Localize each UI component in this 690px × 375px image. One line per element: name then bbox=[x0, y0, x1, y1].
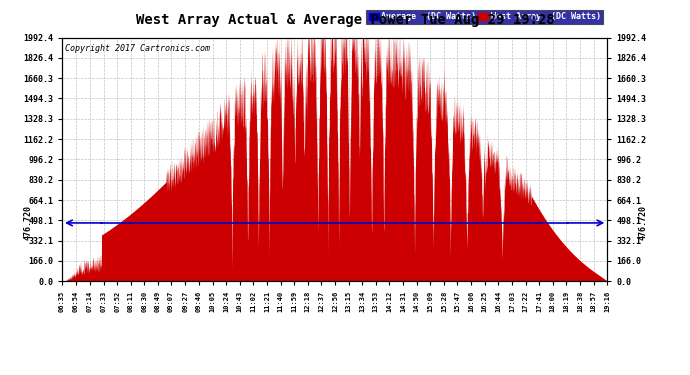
Text: 476.720: 476.720 bbox=[23, 206, 33, 240]
Text: Copyright 2017 Cartronics.com: Copyright 2017 Cartronics.com bbox=[65, 44, 210, 52]
Text: 476.720: 476.720 bbox=[638, 206, 647, 240]
Legend: Average  (DC Watts), West Array  (DC Watts): Average (DC Watts), West Array (DC Watts… bbox=[366, 10, 603, 24]
Text: West Array Actual & Average Power Tue Aug 29 19:28: West Array Actual & Average Power Tue Au… bbox=[136, 13, 554, 27]
